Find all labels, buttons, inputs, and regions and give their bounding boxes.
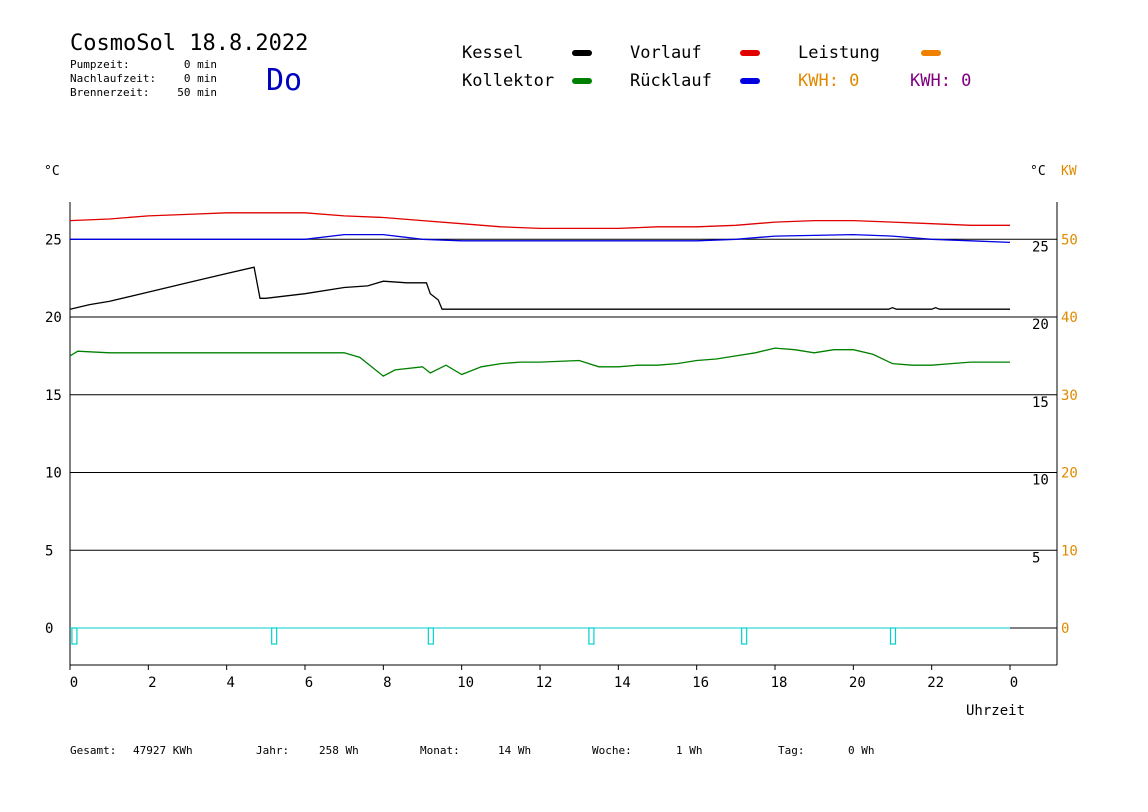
- x-tick-label: 14: [614, 675, 631, 691]
- x-tick-label: 18: [771, 675, 788, 691]
- footer-tag-label: Tag:: [778, 744, 805, 757]
- y-right-tick-label: 20: [1032, 317, 1049, 333]
- y-axis-right-ticks: 5 10 15 20 25: [1032, 239, 1049, 566]
- footer-jahr-value: 258 Wh: [319, 744, 359, 757]
- x-tick-label: 4: [226, 675, 234, 691]
- series-line-rcklauf: [70, 233, 1011, 244]
- footer-gesamt-value: 47927 KWh: [133, 744, 193, 757]
- kwh-label-1: KWH: 0: [798, 71, 859, 91]
- y-right-tick-label: 25: [1032, 239, 1049, 255]
- x-tick-label: 10: [457, 675, 474, 691]
- x-tick-label: 0: [70, 675, 78, 691]
- axes-frame: [69, 202, 1058, 666]
- series-line-vorlauf: [69, 212, 1010, 230]
- x-tick-label: 22: [927, 675, 944, 691]
- y-left-tick-label: 25: [45, 232, 62, 248]
- x-tick-label: 12: [536, 675, 553, 691]
- legend-label-kessel: Kessel: [462, 43, 523, 63]
- y-power-tick-label: 50: [1061, 232, 1078, 248]
- y-left-tick-label: 15: [45, 388, 62, 404]
- legend-label-leistung: Leistung: [798, 43, 880, 63]
- pulse-marker: [271, 627, 278, 645]
- energy-footer: Gesamt: 47927 KWh Jahr: 258 Wh Monat: 14…: [70, 744, 875, 757]
- info-label-nachlauf: Nachlaufzeit:: [70, 72, 156, 85]
- runtime-info: Pumpzeit: 0 min Nachlaufzeit: 0 min Bren…: [70, 58, 217, 99]
- footer-woche-label: Woche:: [592, 744, 632, 757]
- info-label-pump: Pumpzeit:: [70, 58, 130, 71]
- y-left-tick-label: 5: [45, 543, 53, 559]
- footer-jahr-label: Jahr:: [256, 744, 289, 757]
- kwh-label-2: KWH: 0: [910, 71, 971, 91]
- footer-gesamt-label: Gesamt:: [70, 744, 116, 757]
- y-power-tick-label: 40: [1061, 310, 1078, 326]
- pulse-marker: [588, 627, 595, 645]
- y-power-tick-label: 20: [1061, 466, 1078, 482]
- legend-label-vorlauf: Vorlauf: [630, 43, 702, 63]
- x-axis-ticks: 0 2 4 6 8 10 12 14 16 18 20 22 0: [69, 665, 1018, 691]
- series-line-kessel: [69, 266, 1010, 310]
- y-power-tick-label: 30: [1061, 388, 1078, 404]
- legend-swatch-leistung: [921, 50, 941, 56]
- legend-swatch-ruecklauf: [740, 78, 760, 84]
- legend-swatch-kollektor: [572, 78, 592, 84]
- y-right-tick-label: 10: [1032, 473, 1049, 489]
- legend: Kessel Vorlauf Leistung Kollektor Rückla…: [462, 43, 971, 91]
- footer-monat-value: 14 Wh: [498, 744, 531, 757]
- pulse-marker: [427, 627, 434, 645]
- y-left-tick-label: 20: [45, 310, 62, 326]
- footer-woche-value: 1 Wh: [676, 744, 703, 757]
- footer-tag-value: 0 Wh: [848, 744, 875, 757]
- x-tick-label: 20: [849, 675, 866, 691]
- x-axis-label: Uhrzeit: [966, 703, 1025, 719]
- y-axis-left-ticks: 0 5 10 15 20 25: [45, 232, 62, 637]
- x-tick-label: 0: [1010, 675, 1018, 691]
- y-power-tick-label: 10: [1061, 543, 1078, 559]
- legend-label-kollektor: Kollektor: [462, 71, 554, 91]
- power-axis-unit: KW: [1061, 164, 1077, 179]
- right-axis-unit: °C: [1030, 164, 1046, 179]
- info-value-pump: 0 min: [184, 58, 217, 71]
- y-left-tick-label: 0: [45, 621, 53, 637]
- legend-label-ruecklauf: Rücklauf: [630, 71, 712, 91]
- chart-title: CosmoSol 18.8.2022: [70, 31, 308, 56]
- y-axis-power-ticks: 0 10 20 30 40 50: [1061, 232, 1078, 637]
- series-lines: [69, 212, 1011, 645]
- series-line-kollektor: [69, 347, 1010, 377]
- footer-monat-label: Monat:: [420, 744, 460, 757]
- y-left-tick-label: 10: [45, 466, 62, 482]
- info-label-brenner: Brennerzeit:: [70, 86, 149, 99]
- x-tick-label: 16: [692, 675, 709, 691]
- gridlines: [70, 238, 1057, 629]
- x-tick-label: 8: [383, 675, 391, 691]
- info-value-brenner: 50 min: [177, 86, 217, 99]
- y-power-tick-label: 0: [1061, 621, 1069, 637]
- y-right-tick-label: 5: [1032, 550, 1040, 566]
- pulse-marker: [741, 627, 748, 645]
- pulse-marker: [71, 627, 78, 645]
- x-tick-label: 2: [148, 675, 156, 691]
- info-value-nachlauf: 0 min: [184, 72, 217, 85]
- pulse-marker: [889, 627, 897, 645]
- legend-swatch-vorlauf: [740, 50, 760, 56]
- x-tick-label: 6: [305, 675, 313, 691]
- legend-swatch-kessel: [572, 50, 592, 56]
- y-right-tick-label: 15: [1032, 395, 1049, 411]
- weekday-label: Do: [266, 63, 302, 98]
- left-axis-unit: °C: [44, 164, 60, 179]
